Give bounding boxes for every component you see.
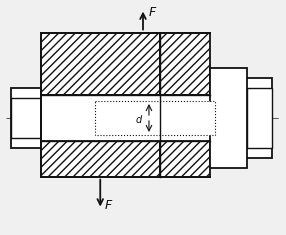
Bar [41,141,160,177]
Text: d: d [136,115,142,125]
Bar [41,32,160,95]
Bar [210,68,247,168]
Bar [245,78,272,158]
Bar [11,98,41,138]
Bar [160,32,210,95]
Text: F: F [104,199,112,212]
Text: F: F [149,6,156,19]
Bar [247,88,272,148]
Bar [160,141,210,177]
Bar [41,141,160,177]
Bar [160,32,210,95]
Bar [95,101,214,135]
Bar [41,95,214,141]
Bar [160,141,210,177]
Bar [41,32,160,95]
Bar [11,88,41,148]
